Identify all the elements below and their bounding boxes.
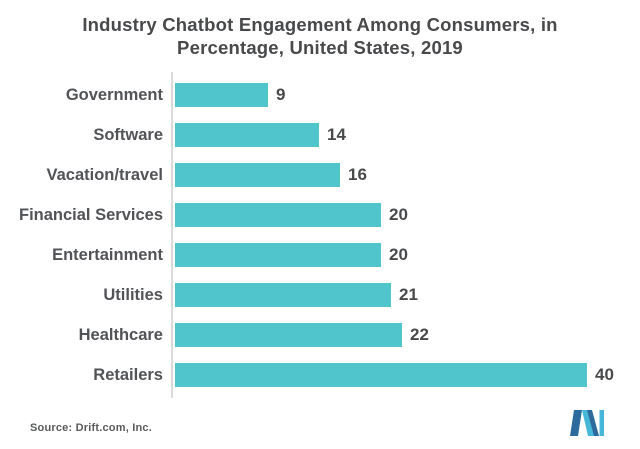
chart-row: Government 9 bbox=[0, 75, 640, 115]
category-label: Financial Services bbox=[19, 205, 163, 224]
bar bbox=[175, 83, 268, 107]
bar bbox=[175, 243, 381, 267]
chart-title-line-2: Percentage, United States, 2019 bbox=[177, 37, 463, 58]
category-label: Healthcare bbox=[78, 325, 163, 344]
value-label: 9 bbox=[276, 85, 286, 104]
chart-title: Industry Chatbot Engagement Among Consum… bbox=[60, 13, 580, 59]
chart-row: Software 14 bbox=[0, 115, 640, 155]
value-label: 21 bbox=[399, 285, 418, 304]
category-label: Retailers bbox=[93, 365, 163, 384]
chart-row: Vacation/travel 16 bbox=[0, 155, 640, 195]
chart-row: Utilities 21 bbox=[0, 275, 640, 315]
category-label: Software bbox=[93, 125, 163, 144]
bar bbox=[175, 203, 381, 227]
value-label: 14 bbox=[327, 125, 346, 144]
y-axis-line bbox=[171, 72, 173, 398]
category-label: Vacation/travel bbox=[46, 165, 163, 184]
category-label: Government bbox=[65, 85, 163, 104]
bar-rows: Government 9 Software 14 Vacation/travel 16 Fi… bbox=[0, 75, 640, 395]
value-label: 20 bbox=[389, 245, 408, 264]
bar bbox=[175, 123, 319, 147]
chart-row: Retailers 40 bbox=[0, 355, 640, 395]
value-label: 20 bbox=[389, 205, 408, 224]
source-attribution: Source: Drift.com, Inc. bbox=[30, 422, 152, 434]
chart-title-line-1: Industry Chatbot Engagement Among Consum… bbox=[82, 14, 558, 35]
value-label: 40 bbox=[595, 365, 614, 384]
mordor-intelligence-logo bbox=[570, 410, 604, 436]
bar bbox=[175, 363, 587, 387]
chart-row: Entertainment 20 bbox=[0, 235, 640, 275]
bar bbox=[175, 283, 391, 307]
chart-row: Financial Services 20 bbox=[0, 195, 640, 235]
value-label: 22 bbox=[410, 325, 429, 344]
category-label: Utilities bbox=[103, 285, 163, 304]
value-label: 16 bbox=[348, 165, 367, 184]
category-label: Entertainment bbox=[52, 245, 163, 264]
chart-row: Healthcare 22 bbox=[0, 315, 640, 355]
bar bbox=[175, 323, 402, 347]
bar bbox=[175, 163, 340, 187]
